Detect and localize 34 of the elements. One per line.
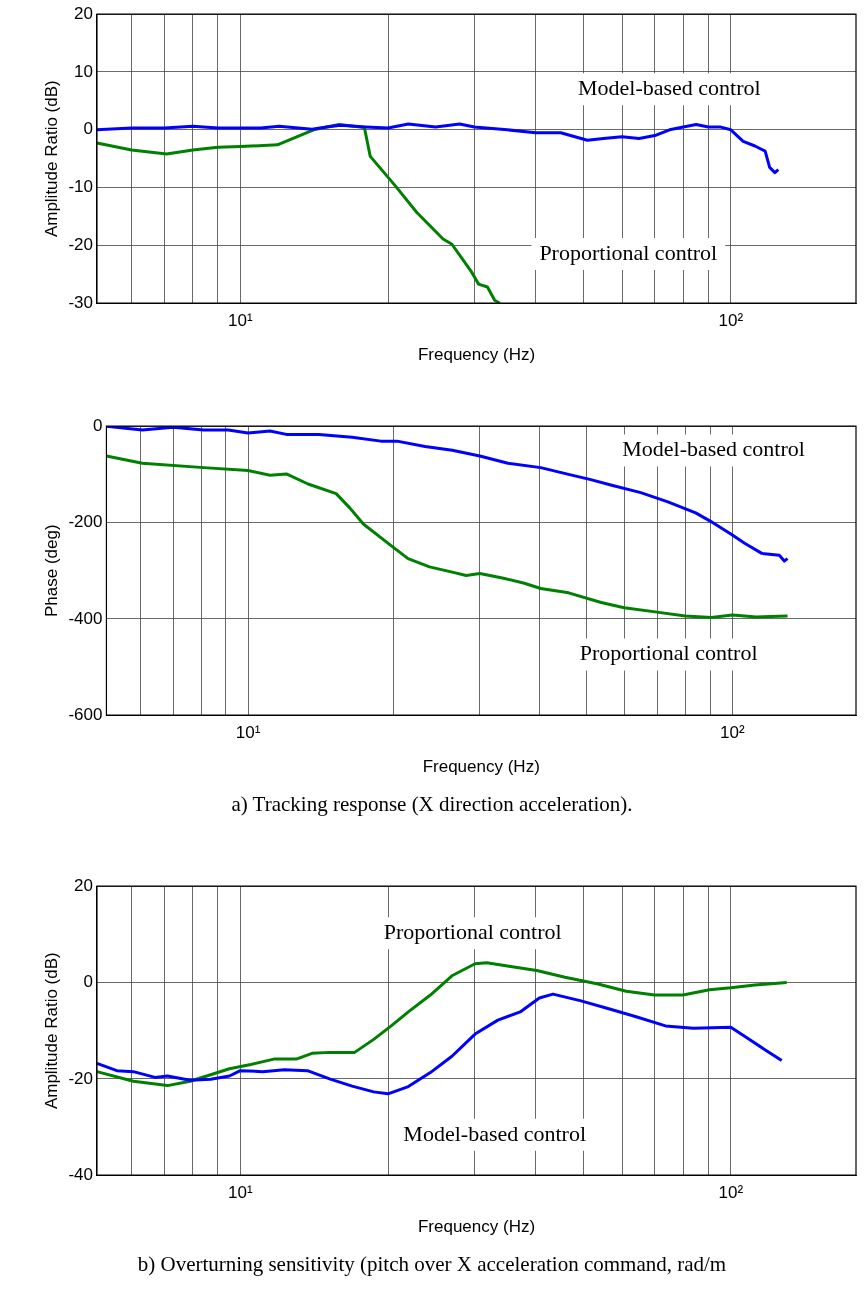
series-label: Proportional control	[383, 919, 562, 945]
y-tick-label: -20	[68, 235, 93, 255]
y-axis-title: Amplitude Ratio (dB)	[41, 80, 61, 238]
y-tick-label: -40	[68, 1164, 93, 1184]
y-tick-label: 20	[74, 875, 93, 895]
y-tick-label: -10	[68, 177, 93, 197]
y-tick-label: 0	[83, 972, 93, 992]
text: a) Tracking response (X direction acceleration).	[230, 792, 634, 817]
x-tick-label: 10²	[720, 723, 745, 743]
series-label: Model-based control	[403, 1120, 587, 1146]
x-tick-label: 10²	[718, 1183, 744, 1203]
y-tick-label: -30	[68, 292, 93, 312]
y-tick-label: -200	[68, 512, 103, 532]
y-tick-label: -20	[68, 1068, 93, 1088]
x-tick-label: 10¹	[235, 723, 261, 743]
series-label: Model-based control	[622, 436, 805, 462]
y-tick-label: 10	[74, 61, 93, 81]
y-axis-title: Amplitude Ratio (dB)	[41, 952, 61, 1110]
x-axis-title: Frequency (Hz)	[422, 757, 540, 777]
y-tick-label: 20	[74, 3, 93, 23]
y-tick-label: -600	[68, 704, 103, 724]
y-tick-label: 0	[92, 415, 103, 435]
series-label: Proportional control	[579, 640, 758, 666]
x-tick-label: 10¹	[228, 1183, 253, 1203]
y-tick-label: -400	[68, 608, 103, 628]
x-tick-label: 10²	[718, 311, 744, 331]
y-axis-title: Phase (deg)	[41, 524, 61, 618]
x-axis-title: Frequency (Hz)	[417, 1217, 536, 1237]
x-tick-label: 10¹	[228, 311, 253, 331]
series-label: Model-based control	[577, 75, 761, 101]
y-tick-label: 0	[83, 119, 93, 139]
text: Proportional control	[539, 239, 718, 265]
x-axis-title: Frequency (Hz)	[417, 345, 536, 365]
text: b) Overturning sensitivity (pitch over X acceleration command, rad/m	[136, 1252, 728, 1277]
